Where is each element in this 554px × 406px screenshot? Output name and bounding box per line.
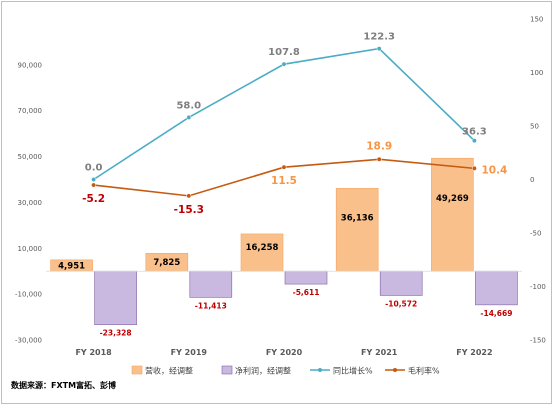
margin-point: [281, 164, 287, 170]
growth-line: [93, 47, 475, 181]
margin-data-label: -15.3: [174, 204, 204, 216]
margin-point: [186, 193, 192, 199]
x-axis-category-label: FY 2022: [456, 348, 492, 357]
right-axis-tick-label: 150: [530, 16, 543, 24]
legend-growth-label: 同比增长%: [333, 366, 373, 376]
right-axis-tick-label: -150: [530, 337, 546, 345]
netprofit-bar: [379, 270, 423, 296]
growth-data-label: 0.0: [85, 163, 103, 174]
growth-data-label: 107.8: [268, 47, 300, 58]
revenue-data-label: 4,951: [58, 262, 85, 272]
right-axis-tick-label: -50: [530, 230, 541, 238]
margin-data-label: 18.9: [366, 140, 392, 152]
netprofit-bar: [94, 270, 137, 326]
legend-netprofit-swatch: [221, 365, 233, 375]
growth-data-label: 122.3: [363, 32, 395, 43]
left-axis-tick-label: 10,000: [18, 245, 43, 253]
revenue-data-label: 49,269: [436, 194, 469, 204]
growth-point: [376, 46, 382, 52]
margin-point: [471, 165, 477, 171]
left-axis-tick-label: 90,000: [18, 61, 43, 69]
left-axis-tick-label: -10,000: [15, 291, 42, 299]
legend-revenue-label: 营收，经调整: [145, 366, 193, 376]
margin-data-label: 10.4: [481, 164, 507, 176]
x-axis-category-label: FY 2020: [266, 348, 303, 357]
netprofit-data-label: -5,611: [293, 288, 320, 297]
legend-margin-marker: [393, 368, 397, 372]
right-axis-tick-label: 100: [530, 69, 543, 77]
growth-point: [186, 114, 192, 120]
margin-point: [376, 156, 382, 162]
margin-data-label: 11.5: [271, 175, 297, 187]
growth-point: [91, 177, 97, 182]
netprofit-data-label: -11,413: [195, 301, 227, 310]
netprofit-bar: [189, 270, 233, 298]
revenue-data-label: 36,136: [341, 213, 374, 223]
growth-point: [281, 61, 287, 67]
revenue-bar: [431, 157, 474, 272]
revenue-data-label: 7,825: [153, 258, 180, 268]
netprofit-bar: [475, 270, 518, 306]
growth-data-label: 58.0: [176, 100, 201, 111]
left-axis-tick-label: 70,000: [18, 107, 43, 115]
revenue-data-label: 16,258: [246, 243, 279, 253]
netprofit-data-label: -14,669: [480, 309, 512, 318]
growth-point: [471, 138, 477, 144]
netprofit-data-label: -10,572: [385, 299, 417, 308]
x-axis-category-label: FY 2021: [361, 348, 398, 357]
margin-data-label: -5.2: [82, 193, 105, 205]
right-axis-tick-label: 50: [530, 123, 539, 131]
legend-netprofit-label: 净利润，经调整: [235, 366, 291, 376]
revenue-bar: [240, 233, 284, 272]
legend-revenue-swatch: [131, 365, 143, 375]
legend-margin-label: 毛利率%: [408, 366, 440, 376]
growth-data-label: 36.3: [462, 127, 487, 138]
netprofit-bar: [284, 270, 328, 285]
revenue-bar: [335, 188, 379, 272]
left-axis-tick-label: 30,000: [18, 199, 43, 207]
left-axis-tick-label: 50,000: [18, 153, 43, 161]
x-axis-category-label: FY 2019: [171, 348, 208, 357]
source-note: 数据来源：FXTM富拓、彭博: [11, 380, 116, 390]
netprofit-data-label: -23,328: [100, 329, 132, 338]
legend-growth-marker: [318, 368, 322, 372]
right-axis-tick-label: 0: [530, 176, 534, 184]
right-axis-tick-label: -100: [530, 283, 546, 291]
margin-point: [91, 182, 97, 188]
x-axis-category-label: FY 2018: [75, 348, 112, 357]
left-axis-tick-label: -30,000: [15, 337, 42, 345]
